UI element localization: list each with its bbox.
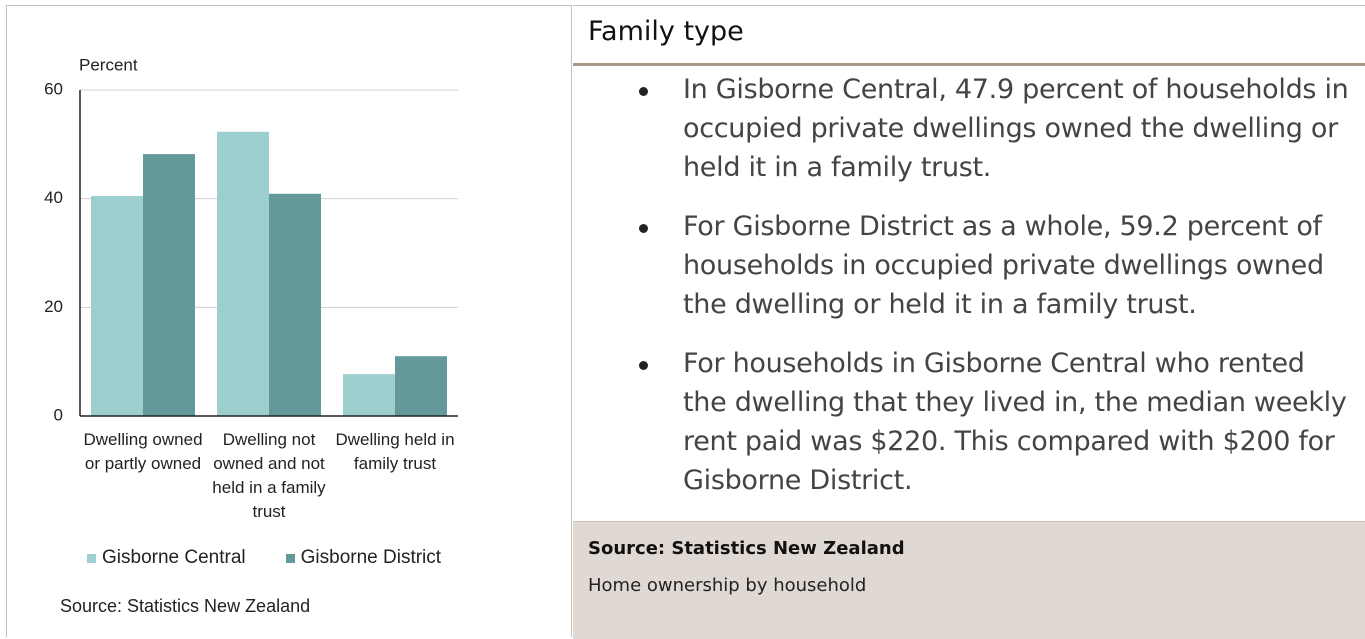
x-tick-label: Dwelling held in family trust (335, 430, 455, 473)
legend-label: Gisborne Central (102, 547, 246, 568)
bar (343, 374, 395, 416)
bullet-list: In Gisborne Central, 47.9 percent of hou… (639, 70, 1353, 520)
bar (143, 154, 195, 416)
legend: Gisborne Central Gisborne District (87, 547, 441, 569)
legend-item: Gisborne Central (87, 547, 246, 569)
y-axis-label: Percent (79, 55, 138, 74)
y-tick-label: 20 (44, 297, 63, 316)
divider (573, 63, 1365, 66)
footer-caption: Home ownership by household (588, 575, 867, 596)
bar (269, 193, 321, 416)
y-tick-label: 0 (54, 405, 63, 424)
bar (217, 131, 269, 416)
bullet: In Gisborne Central, 47.9 percent of hou… (639, 70, 1353, 187)
footer-source: Source: Statistics New Zealand (588, 538, 905, 559)
x-tick-label: Dwelling not owned and not held in a fam… (212, 430, 326, 521)
bullet: For Gisborne District as a whole, 59.2 p… (639, 207, 1353, 324)
bullet: For households in Gisborne Central who r… (639, 344, 1353, 500)
y-tick-label: 60 (44, 79, 63, 98)
y-tick-label: 40 (44, 188, 63, 207)
text-panel: Family type In Gisborne Central, 47.9 pe… (573, 5, 1365, 639)
chart-panel: Percent 0 20 40 60 Gisborne Central Gisborne… (6, 5, 572, 637)
legend-label: Gisborne District (300, 547, 442, 568)
bar (395, 356, 447, 416)
bar (91, 195, 143, 416)
section-title: Family type (588, 16, 744, 47)
chart: Percent 0 20 40 60 (44, 55, 458, 424)
x-tick-label: Dwelling owned or partly owned (83, 430, 203, 473)
legend-swatch (285, 554, 295, 563)
footer: Source: Statistics New Zealand Home owne… (573, 521, 1365, 639)
chart-source: Source: Statistics New Zealand (60, 596, 311, 616)
legend-item: Gisborne District (285, 547, 442, 569)
legend-swatch (87, 554, 96, 563)
